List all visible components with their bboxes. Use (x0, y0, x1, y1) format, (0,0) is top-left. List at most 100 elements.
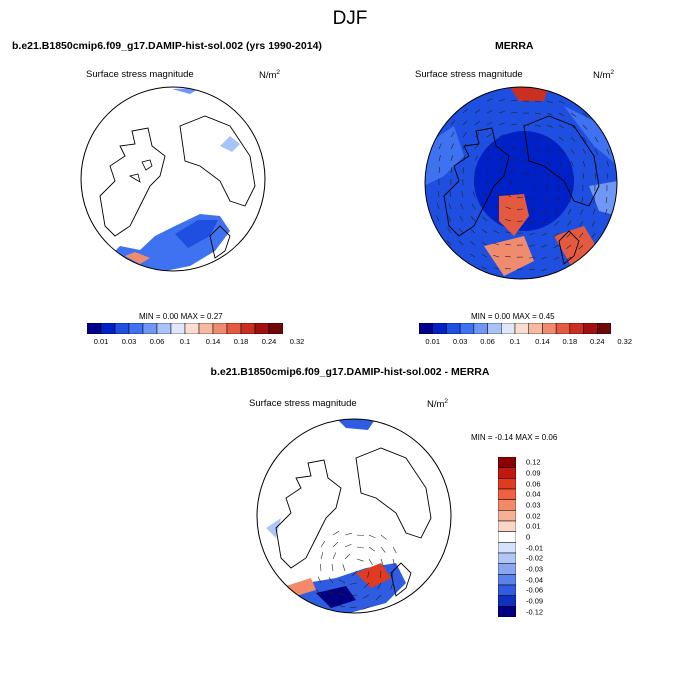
stress-vector (570, 148, 575, 155)
colorbar-tick-label: 0.03 (452, 337, 468, 346)
stress-vector (486, 167, 489, 174)
stress-vector (495, 191, 500, 198)
stress-vector (331, 564, 334, 572)
colorbar-swatch (542, 323, 557, 334)
stress-vector (436, 215, 440, 222)
model-map-border (80, 86, 266, 272)
stress-vector (591, 220, 596, 227)
stress-vector (459, 215, 464, 222)
stress-vector (486, 98, 493, 102)
obs-stress-vectors (436, 98, 610, 272)
stress-vector (481, 254, 488, 258)
stress-vector (362, 606, 370, 610)
colorbar-swatch (583, 323, 598, 334)
stress-vector (486, 155, 491, 162)
colorbar-swatch (254, 323, 270, 334)
colorbar-tick-label: -0.02 (526, 553, 544, 563)
colorbar-swatch (528, 323, 543, 334)
model-units: N/m2 (259, 69, 281, 82)
stress-vector (458, 240, 464, 246)
diff-coastline-americas (275, 459, 342, 569)
stress-vector (541, 220, 548, 225)
stress-vector (320, 540, 326, 548)
stress-vector (486, 144, 492, 150)
stress-vector (380, 558, 384, 566)
stress-vector (534, 100, 541, 103)
stress-vector (555, 208, 560, 215)
obs-map-border (424, 86, 618, 280)
stress-vector (566, 232, 572, 238)
stress-vector (474, 143, 479, 150)
stress-vector (474, 155, 478, 162)
colorbar-tick-label: -0.09 (526, 596, 544, 606)
stress-vector (567, 220, 572, 226)
stress-vector (534, 136, 541, 140)
diff-minmax: MIN = -0.14 MAX = 0.06 (471, 433, 558, 442)
stress-vector (392, 546, 397, 554)
diff-panel-title: b.e21.B1850cmip6.f09_g17.DAMIP-hist-sol.… (210, 366, 490, 378)
stress-vector (606, 148, 610, 155)
stress-vector (356, 546, 364, 549)
colorbar-tick-label: 0.04 (526, 489, 541, 499)
colorbar-swatch (498, 520, 516, 532)
colorbar-swatch (501, 323, 516, 334)
stress-vector (593, 196, 596, 203)
colorbar-swatch (498, 542, 516, 554)
colorbar-tick-label: 0.01 (526, 521, 541, 531)
stress-vector (350, 582, 358, 585)
stress-vector (338, 592, 346, 596)
stress-vector (582, 136, 587, 142)
stress-vector (591, 232, 596, 239)
stress-vector (380, 534, 387, 540)
stress-vector (392, 570, 394, 579)
stress-vector (534, 148, 541, 152)
colorbar-swatch (597, 323, 611, 334)
colorbar-tick-label: 0.01 (93, 337, 109, 346)
obs-polar-map (424, 86, 618, 280)
stress-vector (367, 570, 370, 578)
stress-vector (458, 228, 464, 234)
colorbar-swatch (555, 323, 571, 334)
stress-vector (493, 255, 500, 258)
colorbar-tick-label: 0.14 (205, 337, 221, 346)
stress-vector (567, 208, 572, 215)
stress-vector (510, 135, 517, 138)
stress-vector (469, 253, 476, 258)
stress-vector (498, 110, 505, 114)
colorbar-swatch (226, 323, 242, 334)
stress-vector (582, 148, 587, 155)
colorbar-swatch (142, 323, 158, 334)
stress-vector (483, 204, 488, 210)
colorbar-tick-label: 0.12 (526, 457, 541, 467)
model-polar-map (80, 86, 266, 272)
colorbar-tick-label: 0.02 (526, 511, 541, 521)
stress-vector (606, 160, 609, 167)
stress-vector (529, 208, 536, 213)
stress-vector (556, 196, 560, 203)
colorbar-swatch (459, 323, 475, 334)
stress-vector (438, 155, 441, 162)
obs-panel-title: MERRA (495, 40, 534, 52)
stress-vector (338, 605, 346, 608)
stress-vector (546, 112, 553, 116)
obs-colorbar (419, 323, 611, 334)
stress-vector (592, 208, 596, 215)
stress-vector (462, 108, 468, 114)
model-panel-title: b.e21.B1850cmip6.f09_g17.DAMIP-hist-sol.… (12, 40, 322, 52)
colorbar-swatch (498, 467, 516, 479)
stress-vector (450, 143, 454, 150)
colorbar-swatch (498, 531, 516, 543)
stress-vector (509, 179, 512, 186)
stress-vector (546, 148, 552, 153)
stress-vector (332, 552, 337, 560)
colorbar-tick-label: 0.06 (149, 337, 165, 346)
stress-vector (320, 552, 324, 560)
stress-vector (392, 558, 395, 566)
stress-vector (569, 196, 572, 203)
stress-vector (546, 136, 553, 141)
stress-vector (462, 143, 467, 150)
stress-vector (474, 121, 480, 126)
colorbar-tick-label: 0.01 (425, 337, 441, 346)
diff-coastline-europe (390, 562, 412, 597)
colorbar-swatch (498, 552, 516, 564)
